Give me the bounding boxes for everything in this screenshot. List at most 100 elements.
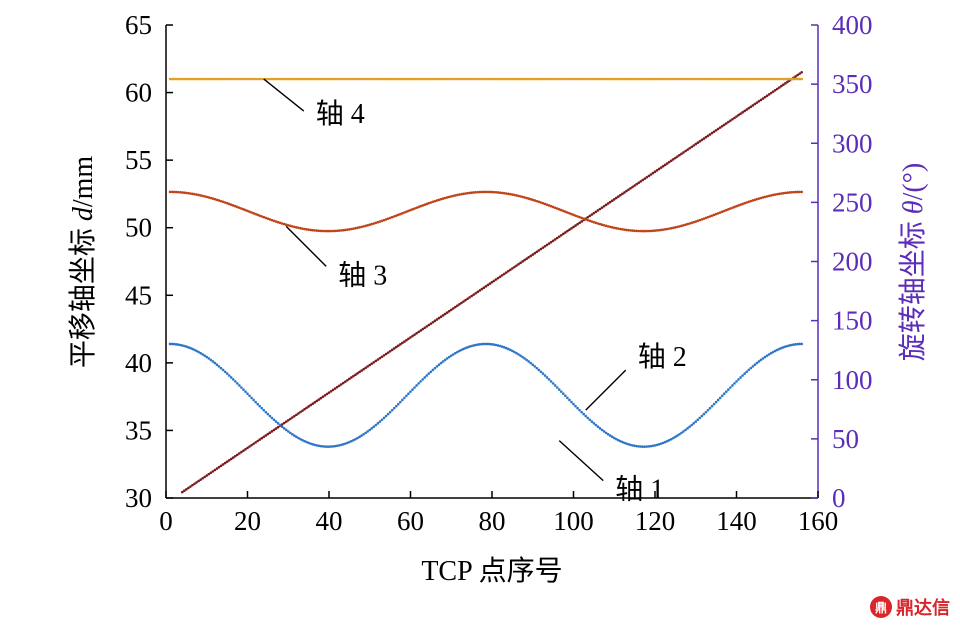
data-point bbox=[449, 308, 453, 312]
data-point bbox=[755, 197, 759, 201]
data-point bbox=[739, 112, 742, 116]
data-point bbox=[415, 384, 418, 387]
data-point bbox=[653, 229, 657, 232]
data-point bbox=[441, 77, 445, 81]
data-point bbox=[753, 198, 757, 202]
data-point bbox=[248, 445, 251, 448]
data-point bbox=[209, 77, 213, 81]
data-point bbox=[702, 217, 706, 220]
data-point bbox=[388, 77, 392, 81]
data-point bbox=[612, 436, 616, 440]
data-point bbox=[600, 223, 604, 227]
data-point bbox=[392, 77, 396, 81]
data-point bbox=[240, 386, 243, 389]
data-point bbox=[227, 77, 231, 81]
data-point bbox=[205, 195, 209, 199]
data-point bbox=[474, 291, 478, 295]
data-point bbox=[388, 410, 392, 414]
data-point bbox=[219, 464, 223, 468]
data-point bbox=[627, 228, 630, 232]
data-point bbox=[458, 349, 461, 353]
data-point bbox=[761, 196, 765, 199]
data-point bbox=[602, 223, 606, 227]
data-point bbox=[368, 428, 372, 432]
data-point bbox=[641, 445, 645, 448]
data-point bbox=[246, 209, 249, 213]
data-point bbox=[753, 102, 757, 106]
data-point bbox=[633, 77, 636, 81]
data-point bbox=[238, 206, 241, 210]
data-point bbox=[507, 77, 510, 81]
data-point bbox=[773, 77, 777, 81]
data-point bbox=[549, 204, 553, 208]
data-point bbox=[549, 240, 553, 244]
data-point bbox=[743, 77, 746, 81]
data-point bbox=[555, 386, 559, 389]
data-point bbox=[362, 367, 365, 371]
data-point bbox=[421, 204, 425, 207]
data-point bbox=[419, 77, 422, 81]
data-point bbox=[531, 363, 535, 366]
data-point bbox=[600, 206, 604, 209]
data-point bbox=[470, 294, 473, 298]
data-point bbox=[586, 77, 590, 81]
data-point bbox=[364, 77, 367, 81]
data-point bbox=[639, 77, 643, 81]
data-point bbox=[329, 445, 333, 448]
data-point bbox=[451, 77, 455, 81]
annotation-leader-line bbox=[558, 440, 604, 482]
data-point bbox=[403, 340, 406, 343]
data-point bbox=[378, 77, 382, 81]
data-point bbox=[582, 412, 585, 416]
data-point bbox=[476, 290, 480, 294]
data-point bbox=[201, 353, 204, 356]
data-point bbox=[757, 100, 761, 103]
data-point bbox=[684, 223, 687, 227]
data-point bbox=[238, 452, 241, 455]
data-point bbox=[509, 77, 512, 81]
data-point bbox=[610, 226, 614, 229]
data-point bbox=[576, 222, 579, 226]
data-point bbox=[641, 178, 645, 182]
data-point bbox=[649, 173, 653, 176]
data-point bbox=[598, 222, 602, 226]
data-point bbox=[498, 275, 502, 278]
data-point bbox=[690, 145, 693, 149]
data-point bbox=[295, 413, 298, 417]
data-point bbox=[700, 77, 704, 81]
data-point bbox=[221, 463, 225, 466]
data-point bbox=[784, 345, 787, 348]
data-point bbox=[706, 215, 710, 219]
data-point bbox=[445, 77, 449, 81]
data-point bbox=[570, 77, 573, 81]
data-point bbox=[606, 225, 610, 228]
data-point bbox=[725, 208, 728, 212]
data-point bbox=[537, 77, 541, 81]
data-point bbox=[551, 239, 555, 243]
data-point bbox=[523, 77, 526, 81]
data-point bbox=[659, 77, 663, 81]
data-point bbox=[570, 400, 573, 404]
data-point bbox=[507, 347, 510, 351]
data-point bbox=[464, 192, 467, 195]
data-point bbox=[600, 77, 604, 81]
data-point bbox=[619, 77, 622, 81]
data-point bbox=[533, 199, 537, 202]
data-point bbox=[331, 388, 335, 392]
data-point bbox=[223, 201, 227, 204]
data-point bbox=[382, 354, 386, 357]
data-point bbox=[392, 215, 396, 218]
data-point bbox=[507, 192, 510, 196]
data-point bbox=[498, 77, 502, 81]
data-point bbox=[751, 77, 755, 81]
data-point bbox=[714, 129, 718, 132]
data-point bbox=[718, 211, 722, 214]
data-point bbox=[661, 228, 665, 231]
y-left-tick-label: 35 bbox=[125, 415, 152, 445]
data-point bbox=[372, 360, 376, 364]
data-point bbox=[763, 95, 767, 99]
data-point bbox=[596, 77, 600, 81]
data-point bbox=[474, 77, 478, 81]
data-point bbox=[735, 77, 738, 81]
data-point bbox=[409, 208, 412, 212]
